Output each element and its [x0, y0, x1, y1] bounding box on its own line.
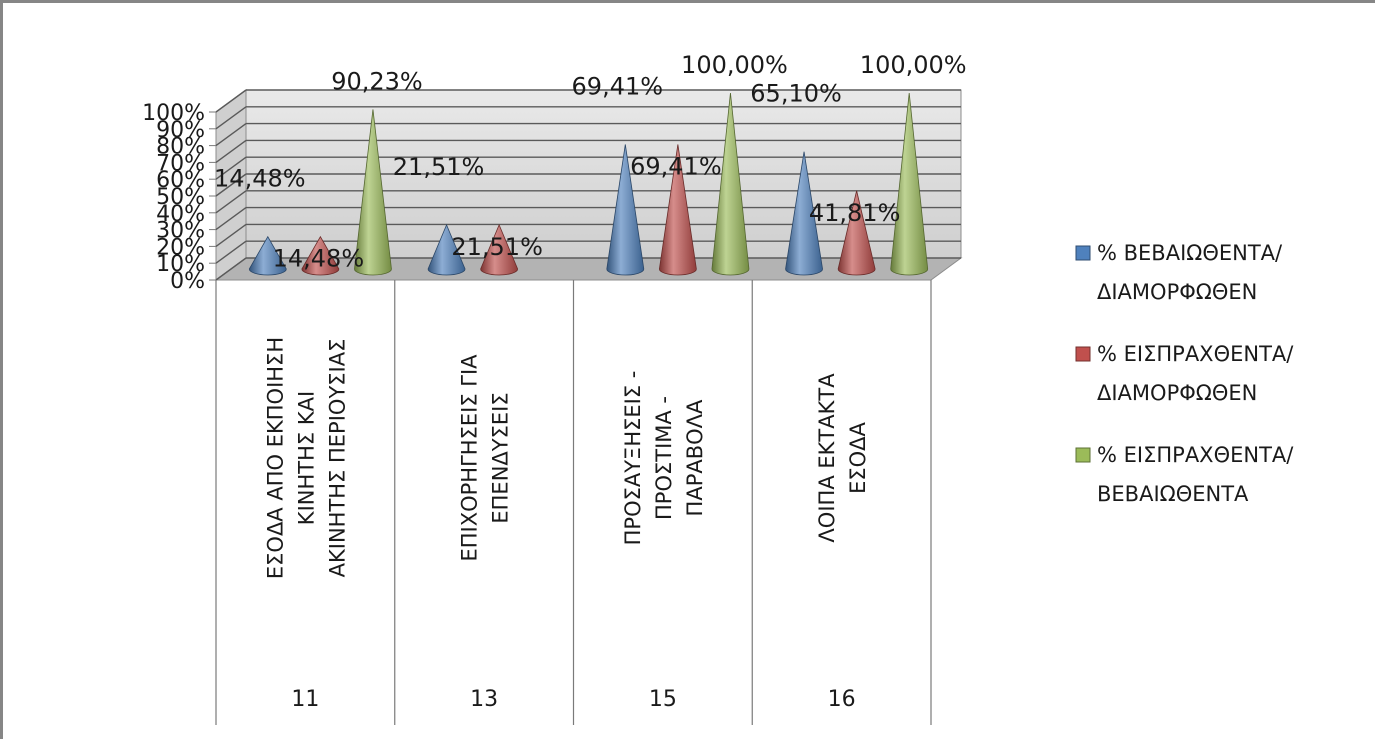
category-label: ΕΠΕΝΔΥΣΕΙΣ	[489, 392, 513, 523]
cone-body	[354, 109, 392, 276]
cone	[301, 235, 340, 276]
cone	[606, 144, 645, 276]
cone	[890, 92, 929, 276]
data-labels: 14,48% 21,51% 69,41% 65,10% 14,48% 21,51% 69,4…	[214, 51, 967, 273]
category-label: ΛΟΙΠΑ ΕΚΤΑΚΤΑ	[815, 373, 839, 543]
gridline-side	[215, 257, 247, 281]
category-label: ΠΑΡΑΒΟΛΑ	[683, 399, 707, 516]
y-tick-label: 60%	[156, 168, 205, 193]
legend-label: ΔΙΑΜΟΡΦΩΘΕΝ	[1097, 381, 1257, 405]
gridline-side	[215, 173, 247, 197]
data-label: 69,41%	[572, 72, 664, 100]
legend-label: % ΕΙΣΠΡΑΧΘΕΝΤΑ/	[1097, 443, 1294, 467]
y-tick-label: 70%	[156, 151, 205, 176]
cone-body	[785, 151, 823, 276]
y-tick-label: 50%	[156, 185, 205, 210]
category-label: ΠΡΟΣΤΙΜΑ -	[652, 396, 676, 520]
cone	[354, 109, 392, 276]
data-label: 14,48%	[214, 165, 306, 193]
legend-swatch	[1075, 346, 1091, 362]
y-tick-label: 100%	[142, 101, 205, 126]
data-label: 65,10%	[750, 80, 842, 108]
gridline-side	[215, 223, 247, 247]
gridline-side	[215, 89, 247, 113]
data-label: 90,23%	[331, 67, 423, 95]
legend-swatch	[1075, 447, 1091, 463]
cone	[837, 190, 876, 276]
y-tick-label: 0%	[170, 269, 205, 294]
gridline-side	[215, 139, 247, 163]
cone	[480, 223, 519, 276]
legend-label: % ΕΙΣΠΡΑΧΘΕΝΤΑ/	[1097, 342, 1294, 366]
cone-body	[658, 144, 697, 276]
y-tick-label: 20%	[156, 235, 205, 260]
category-code: 13	[470, 687, 498, 712]
legend-label: % ΒΕΒΑΙΩΘΕΝΤΑ/	[1097, 241, 1283, 265]
gridline-side	[215, 156, 247, 180]
gridline-side	[215, 123, 247, 147]
gridline-side	[215, 190, 247, 214]
cones	[248, 92, 929, 276]
legend-swatch	[1075, 245, 1091, 261]
cone	[711, 92, 750, 276]
cone-body	[837, 190, 876, 276]
cone	[658, 144, 697, 276]
cone	[785, 151, 823, 276]
category-label: ΑΚΙΝΗΤΗΣ ΠΕΡΙΟΥΣΙΑΣ	[325, 339, 349, 578]
y-tick-label: 10%	[156, 252, 205, 277]
cone-body	[890, 92, 929, 276]
legend-label: ΔΙΑΜΟΡΦΩΘΕΝ	[1097, 280, 1257, 304]
gridline-side	[215, 240, 247, 264]
data-label: 21,51%	[393, 153, 485, 181]
category-label: ΕΣΟΔΑ	[846, 421, 870, 493]
y-tick-label: 40%	[156, 202, 205, 227]
legend: % ΒΕΒΑΙΩΘΕΝΤΑ/ΔΙΑΜΟΡΦΩΘΕΝ % ΕΙΣΠΡΑΧΘΕΝΤΑ/…	[1075, 241, 1294, 506]
cone-body	[301, 235, 340, 276]
gridline-side	[215, 207, 247, 231]
cone-body	[711, 92, 750, 276]
y-axis-ticks: 0%10%20%30%40%50%60%70%80%90%100%	[142, 101, 205, 294]
data-label: 100,00%	[860, 51, 967, 79]
y-tick-label: 30%	[156, 219, 205, 244]
category-code: 16	[828, 687, 856, 712]
category-label: ΚΙΝΗΤΗΣ ΚΑΙ	[294, 391, 318, 525]
category-label: ΠΡΟΣΑΥΞΗΣΕΙΣ -	[621, 371, 645, 546]
data-label: 41,81%	[809, 199, 901, 227]
cone-chart: 0%10%20%30%40%50%60%70%80%90%100% ΕΣΟΔΑ …	[142, 51, 1294, 725]
category-label: ΕΣΟΔΑ ΑΠΟ ΕΚΠΟΙΗΣΗ	[263, 337, 287, 579]
category-label: ΕΠΙΧΟΡΗΓΗΣΕΙΣ ΓΙΑ	[458, 354, 482, 562]
cone	[427, 223, 466, 276]
category-code: 15	[649, 687, 677, 712]
cone-body	[427, 223, 466, 276]
cone-body	[480, 223, 519, 276]
data-label: 69,41%	[630, 152, 722, 180]
cone-body	[606, 144, 645, 276]
cone	[248, 235, 287, 276]
data-label: 21,51%	[451, 233, 543, 261]
category-code: 11	[291, 687, 319, 712]
cone-body	[248, 235, 287, 276]
category-table: ΕΣΟΔΑ ΑΠΟ ΕΚΠΟΙΗΣΗ ΚΙΝΗΤΗΣ ΚΑΙ ΑΚΙΝΗΤΗΣ ΠΕ…	[215, 280, 932, 725]
y-tick-label: 90%	[156, 118, 205, 143]
data-label: 14,48%	[273, 245, 365, 273]
legend-label: ΒΕΒΑΙΩΘΕΝΤΑ	[1097, 482, 1249, 506]
y-tick-label: 80%	[156, 135, 205, 160]
data-label: 100,00%	[681, 51, 788, 79]
gridline-side	[215, 106, 247, 130]
